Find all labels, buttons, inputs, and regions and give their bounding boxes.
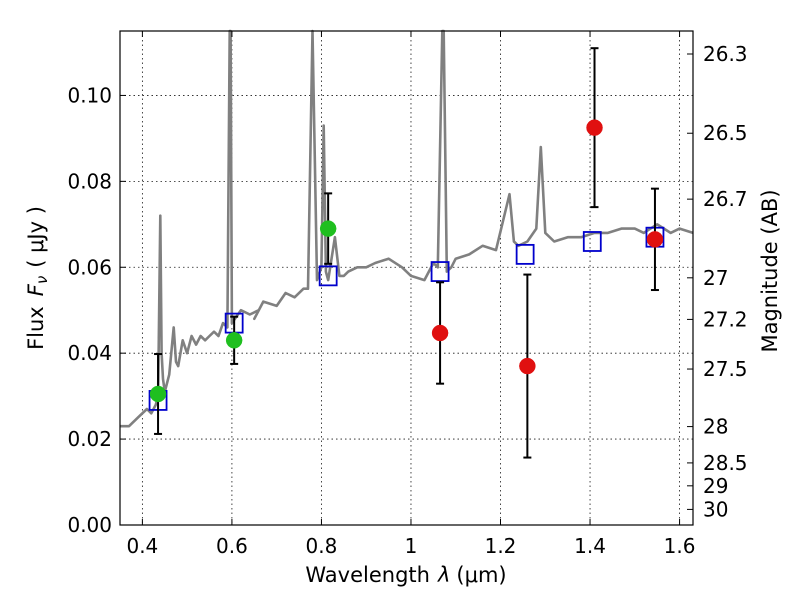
- y2-tick-label: 28.5: [703, 451, 748, 475]
- x-tick-label: 1: [405, 534, 418, 558]
- y2-tick-label: 28: [703, 415, 728, 439]
- data-point: [431, 324, 449, 342]
- model-photometry-square: [515, 243, 535, 265]
- model-photometry-square: [318, 265, 338, 287]
- y2-tick-label: 27: [703, 266, 728, 290]
- y-tick-label: 0.02: [67, 427, 112, 451]
- model-photometry-square: [582, 231, 602, 252]
- x-tick-label: 1.2: [485, 534, 517, 558]
- data-point: [319, 220, 337, 237]
- y2-tick-label: 26.7: [703, 187, 748, 211]
- y2-tick-label: 30: [703, 497, 728, 521]
- data-point: [519, 357, 536, 375]
- x-tick-label: 1.4: [574, 534, 606, 558]
- x-tick-label: 1.6: [664, 534, 696, 558]
- y2-axis-label: Magnitude (AB): [758, 189, 782, 352]
- x-tick-label: 0.6: [216, 534, 248, 558]
- y-tick-label: 0.00: [67, 513, 112, 537]
- data-point: [646, 231, 664, 248]
- y2-tick-label: 27.5: [703, 357, 748, 381]
- model-spectrum-line: [120, 29, 694, 428]
- y2-tick-label: 26.3: [703, 42, 748, 66]
- data-point: [586, 119, 603, 136]
- y-axis-label: FluxFν( μJy ): [24, 206, 51, 350]
- y-axis: 0.00 0.02 0.04 0.06 0.08 0.10: [67, 83, 126, 537]
- y2-tick-label: 27.2: [703, 307, 748, 331]
- model-photometry-square: [430, 261, 450, 282]
- y-tick-label: 0.10: [67, 83, 112, 107]
- plot-area: [120, 29, 694, 459]
- y-tick-label: 0.04: [67, 341, 112, 365]
- x-axis: 0.4 0.6 0.8 1 1.2 1.4 1.6: [126, 31, 695, 558]
- plot-frame: [119, 30, 694, 526]
- y2-tick-label: 29: [703, 474, 728, 498]
- data-point: [225, 332, 243, 349]
- x-tick-label: 0.4: [126, 534, 158, 558]
- x-tick-label: 0.8: [306, 534, 338, 558]
- y2-tick-label: 26.5: [703, 121, 748, 145]
- x-axis-label: Wavelength λ (μm): [305, 563, 506, 587]
- y-tick-label: 0.08: [67, 169, 112, 193]
- y-tick-label: 0.06: [67, 255, 112, 279]
- data-point: [149, 385, 167, 403]
- grid-lines: [120, 31, 693, 526]
